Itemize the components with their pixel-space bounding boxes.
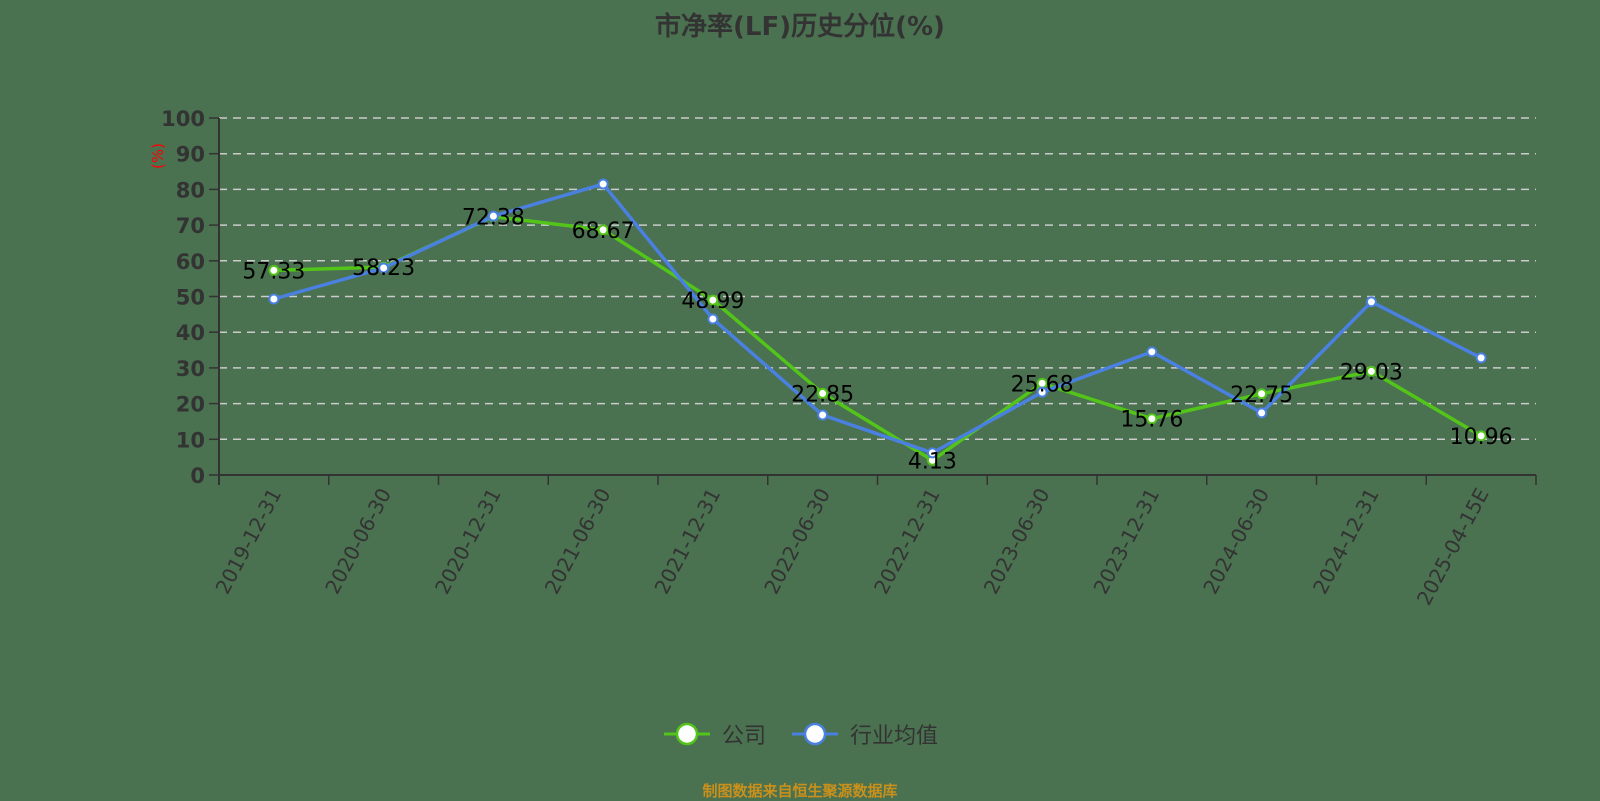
y-tick-label: 60 xyxy=(176,250,205,274)
x-tick-label: 2021-06-30 xyxy=(540,484,616,598)
data-label: 15.76 xyxy=(1120,408,1183,433)
y-tick-label: 0 xyxy=(190,464,205,488)
y-tick-label: 70 xyxy=(176,214,205,238)
industry-point[interactable] xyxy=(1365,296,1377,308)
data-label: 72.38 xyxy=(462,206,525,231)
data-label: 22.75 xyxy=(1230,383,1293,408)
legend-item-industry[interactable]: 行业均值 xyxy=(790,718,938,750)
y-tick-label: 20 xyxy=(176,393,205,417)
x-tick-label: 2020-06-30 xyxy=(320,484,396,598)
industry-point[interactable] xyxy=(268,293,280,305)
y-tick-label: 30 xyxy=(176,357,205,381)
industry-point[interactable] xyxy=(597,178,609,190)
x-tick-label: 2022-12-31 xyxy=(869,484,945,598)
company-point[interactable] xyxy=(707,294,719,306)
x-tick-label: 2024-12-31 xyxy=(1308,484,1384,598)
x-tick-label: 2025-04-15E xyxy=(1412,484,1494,609)
company-line xyxy=(273,214,1483,463)
x-tick-label: 2020-12-31 xyxy=(430,484,506,598)
data-label: 57.33 xyxy=(242,259,305,284)
y-tick-label: 10 xyxy=(176,428,205,452)
industry-point[interactable] xyxy=(817,409,829,421)
data-source-note: 制图数据来自恒生聚源数据库 xyxy=(702,782,898,800)
industry-point[interactable] xyxy=(1475,352,1487,364)
legend: 公司 行业均值 xyxy=(0,718,1600,750)
legend-label-industry: 行业均值 xyxy=(850,724,939,749)
industry-point[interactable] xyxy=(1256,407,1268,419)
company-point[interactable] xyxy=(1365,365,1377,377)
x-tick-label: 2021-12-31 xyxy=(650,484,726,598)
company-point[interactable] xyxy=(817,387,829,399)
x-tick-label: 2023-06-30 xyxy=(979,484,1055,598)
y-tick-label: 40 xyxy=(176,321,205,345)
y-tick-label: 80 xyxy=(176,178,205,202)
industry-point[interactable] xyxy=(1036,386,1048,398)
industry-point[interactable] xyxy=(926,447,938,459)
company-point[interactable] xyxy=(268,264,280,276)
chart-title: 市净率(LF)历史分位(%) xyxy=(655,12,945,42)
data-label: 25.68 xyxy=(1011,372,1074,397)
company-point[interactable] xyxy=(1475,430,1487,442)
data-label: 4.13 xyxy=(908,449,957,474)
x-tick-label: 2024-06-30 xyxy=(1198,484,1274,598)
legend-company-marker-icon xyxy=(663,722,710,746)
y-tick-label: 90 xyxy=(176,143,205,167)
data-label: 29.03 xyxy=(1340,360,1403,385)
industry-point[interactable] xyxy=(487,210,499,222)
data-label: 22.85 xyxy=(791,382,854,407)
y-axis-unit-label: (%) xyxy=(149,143,167,169)
industry-point[interactable] xyxy=(1146,346,1158,358)
data-label: 68.67 xyxy=(572,219,635,244)
company-point[interactable] xyxy=(597,224,609,236)
data-label: 10.96 xyxy=(1450,425,1513,450)
y-tick-label: 100 xyxy=(161,107,205,131)
industry-line xyxy=(273,182,1482,455)
legend-item-company[interactable]: 公司 xyxy=(662,718,766,750)
industry-point[interactable] xyxy=(378,262,390,274)
x-tick-label: 2022-06-30 xyxy=(759,484,835,598)
x-tick-label: 2023-12-31 xyxy=(1089,484,1165,598)
legend-industry-marker-icon xyxy=(792,722,838,746)
data-label: 58.23 xyxy=(352,256,415,281)
company-point[interactable] xyxy=(1256,388,1268,400)
industry-point[interactable] xyxy=(707,313,719,325)
legend-label-company: 公司 xyxy=(721,724,766,749)
data-label: 48.99 xyxy=(681,289,744,314)
y-tick-label: 50 xyxy=(176,286,205,310)
company-point[interactable] xyxy=(1146,413,1158,425)
x-tick-label: 2019-12-31 xyxy=(211,484,287,598)
